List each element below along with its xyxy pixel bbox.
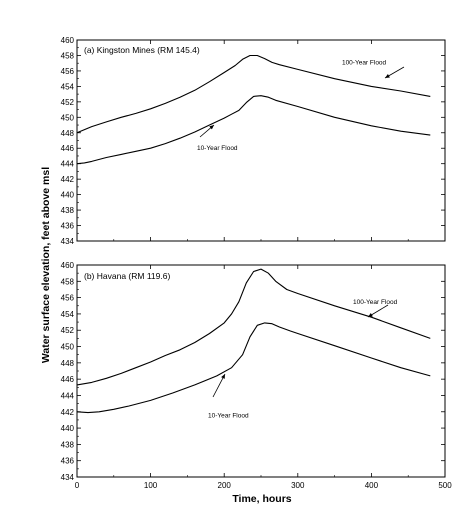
panel-b-series-10-year-flood	[76, 322, 431, 414]
panel-a-y-tick-label: 446	[61, 144, 75, 153]
panel-b-x-tick-label: 100	[144, 481, 158, 490]
panel-a-y-tick-label: 442	[61, 175, 75, 184]
panel-a-annotation-arrowhead	[209, 125, 214, 130]
panel-a-y-tick-label: 450	[61, 113, 75, 122]
panel-a-y-tick-label: 452	[61, 98, 75, 107]
panel-b-y-tick-label: 438	[61, 440, 75, 449]
panel-b-y-tick-label: 436	[61, 457, 75, 466]
panel-b-y-tick-label: 452	[61, 326, 75, 335]
panel-a-plot-frame	[76, 39, 446, 242]
panel-b-annotation-arrowhead	[368, 313, 373, 317]
panel-a-title: (a) Kingston Mines (RM 145.4)	[84, 45, 200, 55]
panel-a-series-100-year-flood	[76, 54, 431, 134]
panel-a-y-tick-label: 458	[61, 51, 75, 60]
panel-b-y-tick-label: 440	[61, 424, 75, 433]
panel-b-y-tick-label: 450	[61, 343, 75, 352]
panel-b-y-tick-label: 456	[61, 294, 75, 303]
panel-b-y-tick-label: 444	[61, 391, 75, 400]
panel-b-x-tick-label: 500	[438, 481, 452, 490]
panel-a-y-tick-label: 440	[61, 191, 75, 200]
panel-a-y-tick-label: 454	[61, 82, 75, 91]
panel-b-x-tick-label: 0	[75, 481, 80, 490]
panel-b-havana: 434 436 438 440 442 444 446 448 450 452 454 456 458 4…	[61, 261, 453, 490]
panel-a-y-tick-label: 438	[61, 206, 75, 215]
panel-a-annotation-label: 10-Year Flood	[197, 145, 238, 152]
panel-a-y-tick-label: 436	[61, 222, 75, 231]
panel-b-y-tick-label: 434	[61, 473, 75, 482]
panel-b-plot-frame	[76, 264, 446, 478]
panel-b-x-tick-label: 300	[291, 481, 305, 490]
x-axis-title: Time, hours	[232, 493, 291, 505]
panel-a-series-10-year-flood	[76, 95, 431, 165]
panel-b-y-tick-label: 454	[61, 310, 75, 319]
panel-a-y-tick-label: 460	[61, 36, 75, 45]
panel-b-annotation-label: 10-Year Flood	[208, 412, 249, 419]
panel-b-y-tick-label: 458	[61, 277, 75, 286]
panel-b-series-100-year-flood	[76, 268, 431, 386]
panel-b-annotation-arrowhead	[221, 374, 225, 379]
y-axis-title: Water surface elevation, feet above msl	[40, 167, 52, 363]
panel-a-y-tick-label: 444	[61, 160, 75, 169]
panel-b-y-tick-label: 460	[61, 261, 75, 270]
panel-b-y-tick-label: 446	[61, 375, 75, 384]
panel-a-kingston-mines: 434 436 438 440 442 444 446 448 450 452 454 456 458 4…	[61, 36, 446, 246]
panel-b-title: (b) Havana (RM 119.6)	[84, 271, 170, 281]
panel-b-x-tick-label: 200	[218, 481, 232, 490]
panel-a-y-tick-label: 434	[61, 237, 75, 246]
panel-b-y-tick-label: 448	[61, 359, 75, 368]
panel-a-annotation-label: 100-Year Flood	[342, 60, 387, 67]
panel-b-annotation-label: 100-Year Flood	[353, 299, 398, 306]
panel-b-y-tick-label: 442	[61, 408, 75, 417]
panel-a-y-tick-label: 456	[61, 67, 75, 76]
panel-a-y-tick-label: 448	[61, 129, 75, 138]
panel-a-annotation-arrowhead	[385, 74, 390, 78]
panel-b-x-tick-label: 400	[365, 481, 379, 490]
